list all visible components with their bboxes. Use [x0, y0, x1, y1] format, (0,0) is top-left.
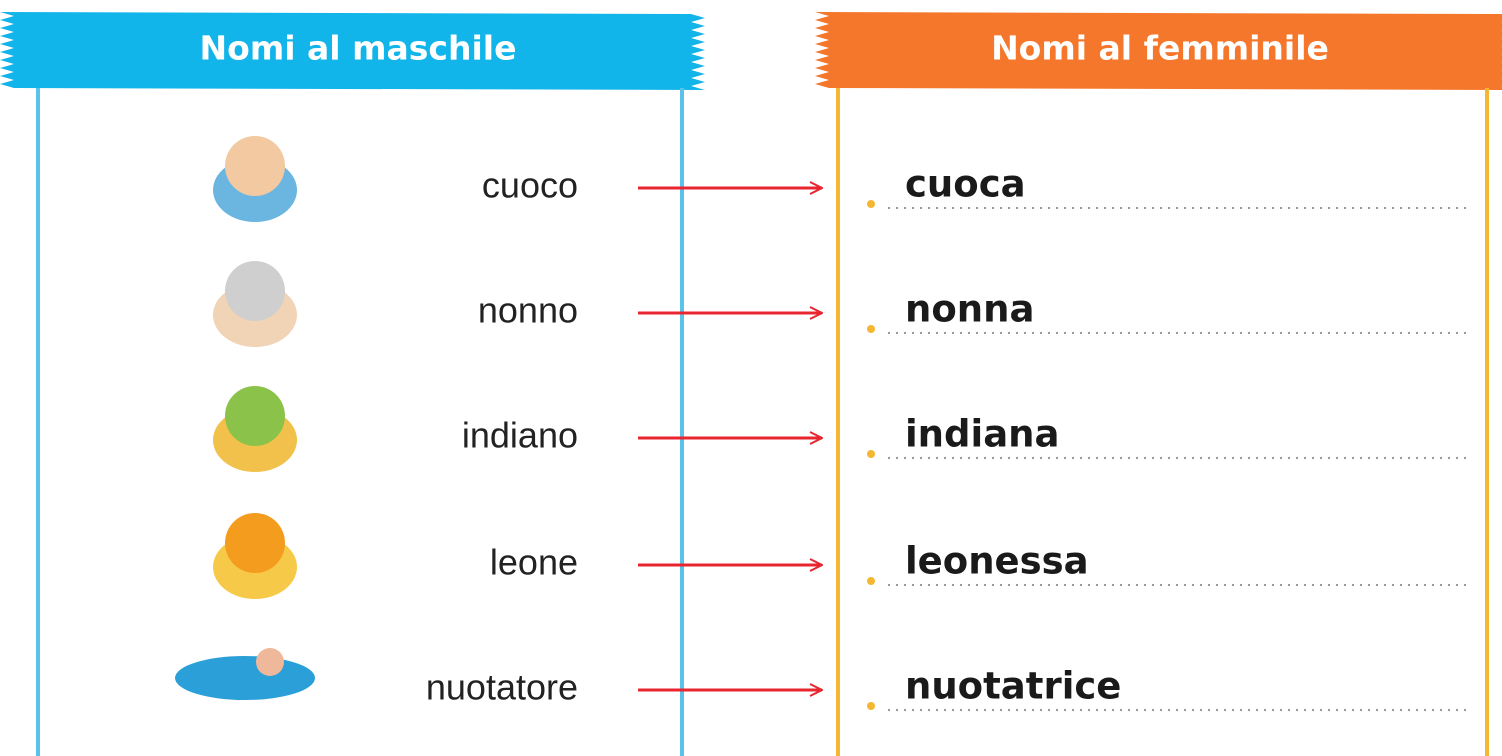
masculine-word: cuoco — [482, 165, 578, 206]
icon-head — [225, 386, 285, 446]
masculine-word: leone — [490, 542, 578, 583]
feminine-word: nonna — [905, 288, 1034, 331]
icon-head — [225, 261, 285, 321]
banner — [0, 12, 705, 90]
feminine-word: indiana — [905, 413, 1059, 456]
bullet — [867, 577, 875, 585]
icon — [213, 513, 297, 599]
icon-water — [175, 656, 315, 700]
masculine-word: nuotatore — [426, 667, 578, 708]
icon — [175, 648, 315, 700]
icon — [213, 261, 297, 347]
bullet — [867, 702, 875, 710]
bullet — [867, 450, 875, 458]
bullet — [867, 325, 875, 333]
masculine-word: nonno — [478, 290, 578, 331]
banners — [0, 12, 1502, 90]
feminine-word: nuotatrice — [905, 665, 1121, 708]
icon-head — [256, 648, 284, 676]
left-title: Nomi al maschile — [200, 29, 517, 68]
icon-head — [225, 513, 285, 573]
banner — [815, 12, 1502, 90]
masculine-word: indiano — [462, 415, 578, 456]
right-title: Nomi al femminile — [991, 29, 1329, 68]
icon — [213, 136, 297, 222]
feminine-word: cuoca — [905, 163, 1026, 206]
bullet — [867, 200, 875, 208]
icon-head — [225, 136, 285, 196]
icon — [213, 386, 297, 472]
feminine-word: leonessa — [905, 540, 1089, 583]
